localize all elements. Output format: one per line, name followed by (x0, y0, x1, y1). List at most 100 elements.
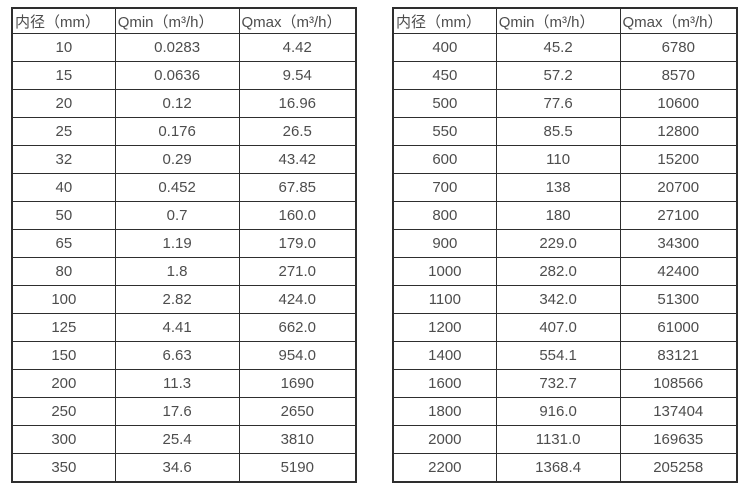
table-cell: 0.452 (114, 173, 240, 202)
table-cell: 32 (11, 145, 116, 174)
table-row: 400 45.2 6780 (392, 33, 738, 62)
table-row: 500 77.6 10600 (392, 89, 738, 118)
table-cell: 0.29 (114, 145, 240, 174)
table-row: 700 138 20700 (392, 173, 738, 202)
table-cell: 110 (495, 145, 621, 174)
table-cell: 9.54 (238, 61, 357, 90)
table-cell: 0.176 (114, 117, 240, 146)
table-cell: 550 (392, 117, 497, 146)
table-cell: 27100 (619, 201, 738, 230)
header-row: 内径（mm） Qmin（m³/h） Qmax（m³/h） (11, 7, 357, 34)
header-qmin: Qmin（m³/h） (495, 7, 621, 34)
table-row: 350 34.6 5190 (11, 453, 357, 483)
table-cell: 916.0 (495, 397, 621, 426)
table-cell: 6.63 (114, 341, 240, 370)
table-cell: 67.85 (238, 173, 357, 202)
table-row: 2200 1368.4 205258 (392, 453, 738, 483)
table-cell: 169635 (619, 425, 738, 454)
table-cell: 8570 (619, 61, 738, 90)
table-cell: 205258 (619, 453, 738, 483)
table-cell: 51300 (619, 285, 738, 314)
header-qmin: Qmin（m³/h） (114, 7, 240, 34)
table-cell: 77.6 (495, 89, 621, 118)
table-cell: 424.0 (238, 285, 357, 314)
table-row: 1600 732.7 108566 (392, 369, 738, 398)
table-cell: 954.0 (238, 341, 357, 370)
table-cell: 300 (11, 425, 116, 454)
header-inner-diameter: 内径（mm） (11, 7, 116, 34)
table-cell: 1100 (392, 285, 497, 314)
table-row: 65 1.19 179.0 (11, 229, 357, 258)
table-cell: 34.6 (114, 453, 240, 483)
table-cell: 229.0 (495, 229, 621, 258)
table-row: 250 17.6 2650 (11, 397, 357, 426)
table-cell: 15200 (619, 145, 738, 174)
table-cell: 2200 (392, 453, 497, 483)
table-cell: 20 (11, 89, 116, 118)
header-qmax: Qmax（m³/h） (619, 7, 738, 34)
table-cell: 0.0283 (114, 33, 240, 62)
header-inner-diameter: 内径（mm） (392, 7, 497, 34)
table-cell: 271.0 (238, 257, 357, 286)
table-cell: 400 (392, 33, 497, 62)
table-cell: 125 (11, 313, 116, 342)
table-cell: 15 (11, 61, 116, 90)
table-cell: 12800 (619, 117, 738, 146)
table-cell: 2.82 (114, 285, 240, 314)
table-cell: 57.2 (495, 61, 621, 90)
table-cell: 6780 (619, 33, 738, 62)
table-cell: 0.12 (114, 89, 240, 118)
table-row: 550 85.5 12800 (392, 117, 738, 146)
table-cell: 150 (11, 341, 116, 370)
table-cell: 407.0 (495, 313, 621, 342)
flow-rate-table-large-diameters: 内径（mm） Qmin（m³/h） Qmax（m³/h） 400 45.2 6780… (392, 7, 738, 483)
table-cell: 17.6 (114, 397, 240, 426)
table-row: 800 180 27100 (392, 201, 738, 230)
table-row: 1800 916.0 137404 (392, 397, 738, 426)
table-row: 900 229.0 34300 (392, 229, 738, 258)
header-qmax: Qmax（m³/h） (238, 7, 357, 34)
table-cell: 900 (392, 229, 497, 258)
table-row: 40 0.452 67.85 (11, 173, 357, 202)
table-cell: 65 (11, 229, 116, 258)
table-cell: 1000 (392, 257, 497, 286)
table-cell: 3810 (238, 425, 357, 454)
table-cell: 1.8 (114, 257, 240, 286)
table-cell: 83121 (619, 341, 738, 370)
table-cell: 10 (11, 33, 116, 62)
table-row: 125 4.41 662.0 (11, 313, 357, 342)
table-row: 300 25.4 3810 (11, 425, 357, 454)
header-row: 内径（mm） Qmin（m³/h） Qmax（m³/h） (392, 7, 738, 34)
table-cell: 554.1 (495, 341, 621, 370)
table-cell: 20700 (619, 173, 738, 202)
table-cell: 700 (392, 173, 497, 202)
table-cell: 1400 (392, 341, 497, 370)
table-cell: 800 (392, 201, 497, 230)
table-cell: 138 (495, 173, 621, 202)
table-row: 10 0.0283 4.42 (11, 33, 357, 62)
table-cell: 662.0 (238, 313, 357, 342)
table-cell: 1368.4 (495, 453, 621, 483)
table-cell: 1800 (392, 397, 497, 426)
table-row: 32 0.29 43.42 (11, 145, 357, 174)
table-cell: 61000 (619, 313, 738, 342)
table-cell: 282.0 (495, 257, 621, 286)
table-row: 450 57.2 8570 (392, 61, 738, 90)
table-row: 25 0.176 26.5 (11, 117, 357, 146)
table-cell: 342.0 (495, 285, 621, 314)
table-cell: 350 (11, 453, 116, 483)
table-cell: 2000 (392, 425, 497, 454)
table-row: 50 0.7 160.0 (11, 201, 357, 230)
table-row: 200 11.3 1690 (11, 369, 357, 398)
table-cell: 0.0636 (114, 61, 240, 90)
table-cell: 500 (392, 89, 497, 118)
table-cell: 250 (11, 397, 116, 426)
table-cell: 179.0 (238, 229, 357, 258)
table-cell: 180 (495, 201, 621, 230)
table-cell: 100 (11, 285, 116, 314)
table-cell: 137404 (619, 397, 738, 426)
table-row: 1200 407.0 61000 (392, 313, 738, 342)
table-cell: 600 (392, 145, 497, 174)
table-row: 20 0.12 16.96 (11, 89, 357, 118)
